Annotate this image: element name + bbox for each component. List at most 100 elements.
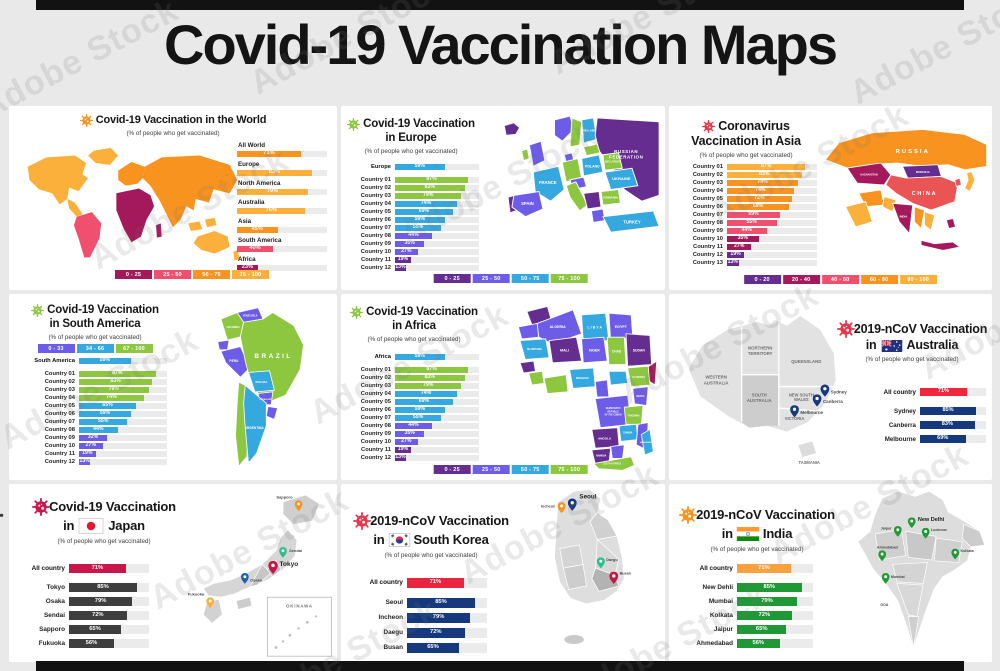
bar-label: Sydney — [893, 407, 916, 415]
south-america-map: VENEZUELA COLOMBIA PERU BRAZIL BOLIVIA P… — [217, 307, 304, 468]
bar-country-12: Country 12 13% — [347, 265, 479, 271]
bar-country-02: Country 02 83% — [17, 379, 167, 385]
panel-title-line2: in South America — [49, 317, 141, 330]
bar-fill: 87% — [727, 164, 806, 170]
bar-track: 79% — [395, 193, 479, 199]
bar-value: 44% — [408, 422, 419, 429]
bar-label: Country 05 — [360, 399, 391, 405]
bar-fill: 44% — [395, 233, 432, 239]
bar-country-08: Country 08 44% — [17, 427, 167, 433]
bar-track: 87% — [395, 367, 479, 373]
bar-fill: 71% — [407, 578, 464, 588]
south-america-bar-chart: South America 59% Country 01 87% Country 02 8… — [17, 358, 167, 467]
bar-fill: 87% — [395, 177, 469, 183]
bar-label: New Dehli — [702, 584, 733, 591]
bar-track: 74% — [395, 201, 479, 207]
bar-track: 71% — [237, 150, 327, 157]
bar-seoul: Seoul 85% — [351, 598, 487, 608]
panel-africa: Covid-19 Vaccination in Africa (% of peo… — [341, 294, 665, 480]
bar-label: Country 04 — [692, 188, 723, 194]
bar-country-01: Country 01 87% — [17, 371, 167, 377]
map-label: SPAIN — [521, 201, 534, 206]
bar-label: Daegu — [383, 629, 403, 637]
bar-label: Melbourne — [884, 435, 916, 443]
legend-chip: 0 - 20 — [743, 275, 781, 284]
bar-country-05: Country 05 65% — [17, 403, 167, 409]
legend-chip: 20 - 40 — [782, 275, 820, 284]
bar-value: 72% — [91, 611, 104, 618]
bar-country-03: Country 03 79% — [347, 383, 479, 389]
bar-fill: 59% — [395, 217, 445, 223]
bar-value: 59% — [748, 211, 759, 218]
map-label: ETHIOPIA — [632, 375, 645, 379]
bar-track: 23% — [237, 264, 327, 271]
bar-track: 69% — [727, 204, 817, 210]
legend-chip: 50 - 75 — [193, 270, 230, 279]
panel-title-line2: in Africa — [392, 319, 436, 332]
bar-label: Country 05 — [360, 209, 391, 215]
bar-fill: 79% — [407, 613, 471, 623]
bar-label: Country 10 — [44, 443, 75, 449]
map-label: SOUTH — [752, 392, 767, 397]
legend-chip: 0 - 33 — [37, 344, 75, 354]
bar-fill: 83% — [395, 185, 465, 191]
bar-country-01: Country 01 87% — [347, 177, 479, 183]
bar-label: All country — [369, 579, 403, 587]
japan-bar-chart: All country 71% Tokyo 85% Osaka 79% Sendai 72% S… — [15, 564, 149, 653]
page-title: Covid-19 Vaccination Maps — [164, 13, 838, 76]
bar-value: 83% — [424, 184, 436, 191]
bar-country-07: Country 07 59% — [679, 212, 817, 218]
city-label: Daegu — [606, 558, 618, 562]
bar-fill: 79% — [237, 188, 309, 195]
map-label: MONGOLIA — [916, 171, 930, 174]
bar-country-04: Country 04 74% — [679, 188, 817, 194]
bar-country-11: Country 11 19% — [347, 257, 479, 263]
bar-label: Country 12 — [692, 252, 723, 258]
map-label: ALGERIA — [550, 325, 567, 329]
asia-map: RUSSIA KAZAKHSTAN MONGOLIA CHINA INDIA — [824, 128, 988, 251]
bar-value: 45% — [251, 225, 263, 232]
map-label: NAMIBIA — [596, 455, 606, 458]
bar-fill: 27% — [395, 249, 418, 255]
bar-track: 65% — [69, 625, 149, 634]
bar-south-america: South America 59% — [17, 358, 167, 364]
bar-north-america: North America 79% — [237, 180, 327, 195]
bar-country-01: Country 01 87% — [679, 164, 817, 170]
virus-icon — [347, 118, 360, 131]
bar-track: 85% — [69, 583, 149, 592]
bar-label: Africa — [238, 256, 256, 263]
bar-value: 69% — [752, 203, 764, 210]
bar-label: Europe — [238, 161, 260, 168]
map-label: NIGERIA — [576, 376, 590, 380]
bar-value: 19% — [397, 256, 409, 263]
panel-subtitle: (% of people who get vaccinated) — [126, 129, 220, 137]
bar-label: Country 06 — [360, 217, 391, 223]
bar-daegu: Daegu 72% — [351, 628, 487, 638]
map-label: TANZANIA — [628, 415, 640, 418]
bar-country-08: Country 08 55% — [679, 220, 817, 226]
bar-track: 55% — [395, 225, 479, 231]
bar-fill: 55% — [727, 220, 777, 226]
bar-track: 83% — [237, 169, 327, 176]
bar-track: 79% — [79, 387, 167, 393]
city-label: Tokyo — [280, 561, 299, 568]
virus-icon — [80, 114, 93, 127]
bar-fukuoka: Fukuoka 56% — [15, 639, 149, 648]
map-label: PARAGUAY — [260, 398, 272, 401]
bar-fill: 71% — [69, 564, 126, 573]
bar-country-05: Country 05 72% — [679, 196, 817, 202]
bar-label: Country 06 — [360, 407, 391, 413]
virus-icon — [31, 304, 44, 317]
bar-track: 55% — [79, 419, 167, 425]
bar-fill: 79% — [737, 597, 798, 606]
bar-value: 19% — [397, 446, 409, 453]
map-label: UKRAINE — [612, 176, 631, 181]
city-label: Osaka — [250, 578, 263, 583]
bar-value: 40% — [249, 244, 261, 251]
panel-subtitle: (% of people who get vaccinated) — [699, 151, 793, 159]
bar-value: 13% — [395, 264, 406, 271]
bar-track: 87% — [79, 371, 167, 377]
bar-value: 87% — [426, 366, 437, 373]
bar-label: All country — [883, 388, 916, 396]
bar-label: Busan — [383, 644, 403, 652]
